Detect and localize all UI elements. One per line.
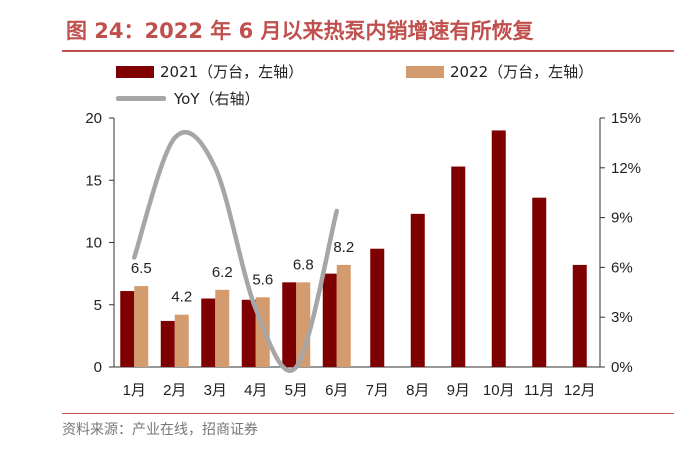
- y-right-tick-label: 0%: [611, 359, 633, 376]
- data-label-2022: 5.6: [252, 271, 273, 288]
- x-tick-label: 10月: [483, 382, 515, 399]
- y-right-tick-label: 12%: [611, 160, 641, 177]
- legend-label-2022: 2022（万台，左轴）: [450, 63, 594, 81]
- source-note: 资料来源：产业在线，招商证券: [62, 422, 258, 438]
- legend-swatch-yoy: [116, 96, 166, 101]
- legend-label-2021: 2021（万台，左轴）: [160, 63, 304, 81]
- data-label-2022: 4.2: [171, 289, 192, 306]
- bar-2022: [336, 264, 351, 367]
- legend-swatch-2022: [406, 65, 444, 78]
- bar-2021: [451, 166, 466, 367]
- y-right-tick-label: 15%: [611, 110, 641, 127]
- x-tick-label: 3月: [204, 382, 227, 399]
- y-left-tick-label: 15: [85, 172, 102, 189]
- legend-label-yoy: YoY（右轴）: [174, 90, 260, 108]
- bar-2021: [532, 197, 547, 367]
- x-tick-label: 5月: [285, 382, 308, 399]
- x-tick-label: 2月: [163, 382, 186, 399]
- y-right-tick-label: 3%: [611, 309, 633, 326]
- bar-2022: [134, 286, 149, 367]
- yoy-line: [132, 130, 339, 373]
- bar-2021: [410, 213, 425, 367]
- bar-2021: [572, 264, 587, 367]
- data-label-2022: 8.2: [333, 239, 354, 256]
- y-left-tick-label: 10: [85, 235, 102, 252]
- data-label-2022: 6.8: [293, 256, 314, 273]
- x-tick-label: 1月: [123, 382, 146, 399]
- x-tick-label: 12月: [564, 382, 596, 399]
- bar-2021: [282, 282, 297, 367]
- x-tick-label: 11月: [524, 382, 555, 399]
- x-tick-label: 8月: [406, 382, 429, 399]
- bar-2021: [241, 299, 256, 367]
- legend-item-yoy: YoY（右轴）: [116, 88, 260, 109]
- legend-item-2022: 2022（万台，左轴）: [406, 61, 593, 82]
- bar-2021: [160, 320, 175, 367]
- bar-2022: [215, 289, 230, 367]
- source-divider: [62, 413, 674, 414]
- x-tick-label: 4月: [244, 382, 267, 399]
- legend-swatch-2021: [116, 65, 154, 78]
- data-label-2022: 6.2: [212, 264, 233, 281]
- title-divider: [62, 50, 674, 52]
- bar-2021: [491, 130, 506, 367]
- bar-2022: [174, 314, 189, 367]
- y-right-tick-label: 6%: [611, 259, 633, 276]
- y-left-tick-label: 5: [94, 297, 102, 314]
- legend-item-2021: 2021（万台，左轴）: [116, 61, 303, 82]
- x-tick-label: 9月: [447, 382, 470, 399]
- data-label-2022: 6.5: [131, 260, 152, 277]
- chart-title: 图 24：2022 年 6 月以来热泵内销增速有所恢复: [66, 19, 534, 43]
- x-tick-label: 7月: [366, 382, 389, 399]
- x-tick-label: 6月: [325, 382, 348, 399]
- bar-2021: [120, 291, 135, 367]
- bar-2021: [201, 298, 216, 367]
- bar-2021: [322, 273, 337, 367]
- y-left-tick-label: 0: [94, 359, 102, 376]
- y-right-tick-label: 9%: [611, 210, 633, 227]
- y-left-tick-label: 20: [85, 110, 102, 127]
- bar-2021: [370, 248, 385, 367]
